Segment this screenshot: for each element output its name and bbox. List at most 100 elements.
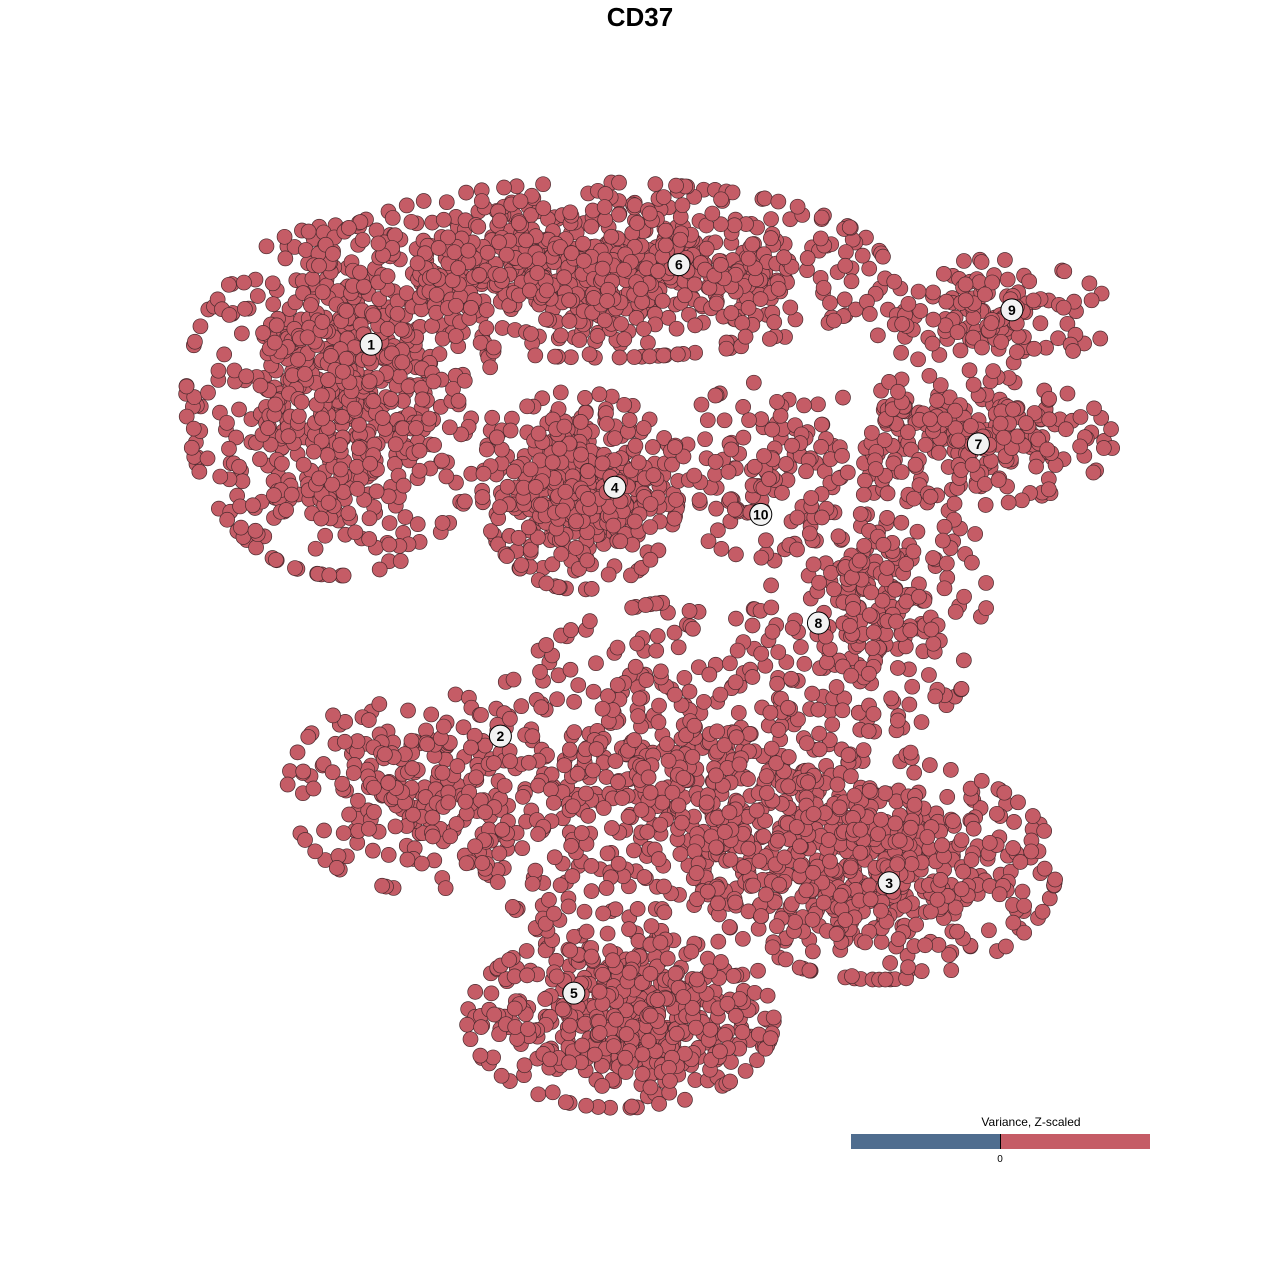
point — [813, 416, 830, 433]
point — [699, 883, 716, 900]
point — [879, 510, 895, 526]
point — [434, 330, 451, 347]
point — [477, 804, 493, 821]
point — [520, 754, 537, 771]
point — [964, 457, 981, 473]
point — [657, 237, 674, 254]
point — [929, 891, 946, 908]
point — [585, 290, 602, 306]
point — [431, 346, 448, 362]
point — [394, 420, 411, 437]
point — [770, 280, 787, 297]
point — [361, 510, 378, 527]
point — [348, 458, 365, 475]
point — [662, 1072, 678, 1089]
point — [638, 672, 655, 688]
point — [486, 1006, 503, 1023]
cluster-label-3: 3 — [877, 871, 901, 895]
point — [400, 702, 416, 719]
point — [998, 938, 1014, 955]
point — [789, 541, 805, 558]
point — [751, 853, 768, 869]
cluster-label-text: 3 — [885, 875, 893, 891]
point — [798, 882, 815, 899]
point — [772, 407, 789, 424]
point — [943, 962, 960, 979]
point — [635, 420, 652, 436]
point — [710, 895, 726, 912]
point — [709, 723, 725, 740]
point — [800, 774, 816, 791]
point — [573, 825, 590, 841]
point — [552, 877, 569, 893]
point — [305, 780, 322, 797]
point — [745, 374, 762, 391]
point — [489, 429, 505, 446]
point — [1021, 273, 1038, 290]
point — [672, 231, 689, 248]
point — [630, 454, 647, 471]
point — [642, 965, 659, 982]
point — [798, 735, 815, 752]
point — [379, 268, 396, 284]
point — [977, 497, 994, 513]
point — [332, 437, 348, 454]
point — [964, 554, 980, 571]
point — [517, 252, 533, 269]
point — [921, 667, 937, 683]
point — [531, 251, 548, 268]
point — [210, 362, 227, 379]
point — [325, 246, 341, 262]
point — [774, 485, 790, 501]
point — [484, 409, 501, 426]
point — [421, 410, 438, 427]
point — [514, 840, 531, 857]
point — [973, 772, 990, 789]
point — [945, 813, 961, 829]
point — [659, 950, 676, 967]
point — [981, 834, 998, 851]
point — [578, 1097, 594, 1114]
point — [492, 499, 508, 516]
point — [686, 717, 703, 734]
point — [493, 1067, 510, 1084]
point — [929, 392, 945, 409]
point — [320, 494, 337, 511]
point — [491, 845, 508, 862]
point — [321, 567, 338, 584]
point — [247, 522, 264, 539]
point — [776, 249, 792, 266]
point — [647, 176, 664, 192]
point — [919, 829, 936, 845]
point — [609, 639, 626, 656]
point — [893, 344, 909, 361]
point — [962, 780, 979, 797]
point — [988, 805, 1005, 822]
point — [557, 1094, 574, 1111]
point — [650, 263, 666, 279]
point — [860, 723, 877, 739]
point — [544, 1084, 561, 1101]
point — [568, 513, 585, 530]
point — [380, 847, 397, 863]
point — [408, 420, 424, 436]
point — [741, 725, 758, 742]
point — [889, 712, 906, 729]
point — [654, 293, 671, 309]
point — [409, 255, 426, 272]
point — [728, 610, 744, 627]
point — [851, 552, 868, 569]
point — [822, 853, 838, 870]
point — [725, 968, 742, 984]
point — [681, 603, 698, 619]
point — [178, 408, 195, 425]
point — [266, 334, 283, 351]
point — [796, 397, 812, 414]
point — [903, 856, 920, 872]
point — [325, 707, 341, 724]
point — [350, 792, 366, 809]
point — [568, 540, 584, 556]
point — [424, 809, 441, 826]
point — [805, 556, 822, 573]
point — [804, 685, 820, 702]
